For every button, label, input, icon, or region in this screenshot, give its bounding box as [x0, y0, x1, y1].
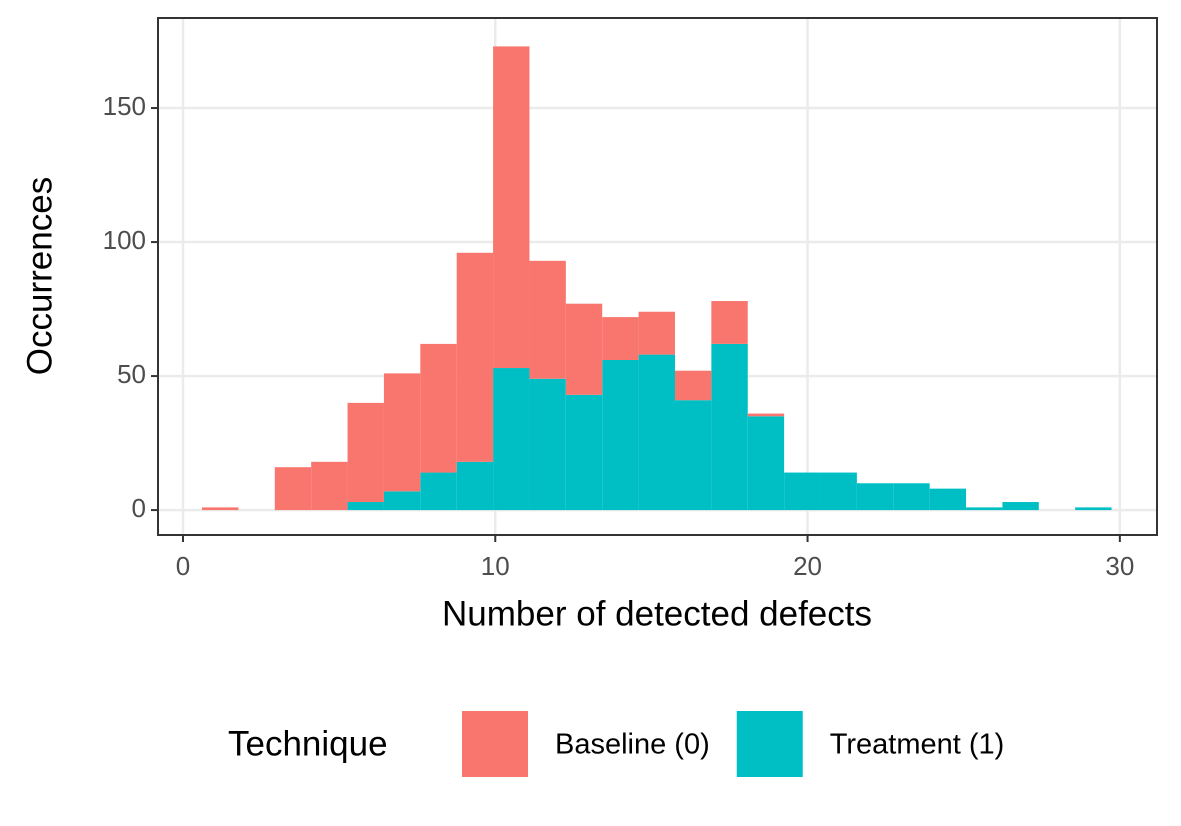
x-tick-label: 20 — [793, 551, 822, 581]
bar — [347, 502, 384, 511]
bar — [602, 359, 639, 511]
bar — [711, 343, 748, 511]
bar — [711, 301, 748, 344]
y-axis-title: Occurrences — [20, 177, 59, 375]
bar — [420, 343, 457, 473]
bar — [383, 491, 421, 511]
bar — [420, 472, 457, 511]
bar — [565, 394, 603, 511]
bar — [784, 472, 821, 511]
bar — [966, 507, 1003, 511]
y-tick-label: 100 — [103, 225, 146, 255]
legend-label: Baseline (0) — [555, 729, 710, 761]
bar — [456, 252, 494, 462]
plot-border — [157, 17, 1158, 536]
bar — [602, 317, 639, 360]
bar — [347, 402, 384, 503]
bar — [674, 370, 712, 401]
legend-key — [462, 711, 528, 777]
x-axis-title: Number of detected defects — [442, 594, 872, 633]
y-tick-label: 150 — [103, 91, 146, 121]
bar — [747, 413, 785, 417]
bar — [565, 303, 603, 395]
bar — [274, 467, 312, 511]
y-tick-label: 50 — [117, 359, 146, 389]
y-tick-label: 0 — [132, 493, 146, 523]
x-tick-label: 30 — [1105, 551, 1134, 581]
bar — [311, 461, 348, 511]
bar — [529, 260, 566, 379]
bar — [1002, 502, 1039, 511]
bar — [747, 416, 785, 511]
bar — [383, 373, 421, 492]
bar — [1075, 507, 1112, 511]
legend-label: Treatment (1) — [830, 729, 1005, 761]
bar — [456, 461, 494, 511]
bar — [638, 354, 675, 511]
x-tick-label: 0 — [176, 551, 190, 581]
bar — [638, 311, 675, 355]
bar — [202, 507, 239, 511]
bar — [674, 400, 712, 511]
bar — [493, 368, 530, 511]
bar — [529, 378, 566, 511]
legend-key — [736, 711, 803, 777]
bar — [820, 472, 857, 511]
bar — [893, 483, 930, 511]
bar — [493, 46, 530, 369]
x-tick-label: 10 — [481, 551, 510, 581]
legend-title: Technique — [228, 724, 388, 763]
bar — [856, 483, 894, 511]
bar — [929, 488, 967, 511]
